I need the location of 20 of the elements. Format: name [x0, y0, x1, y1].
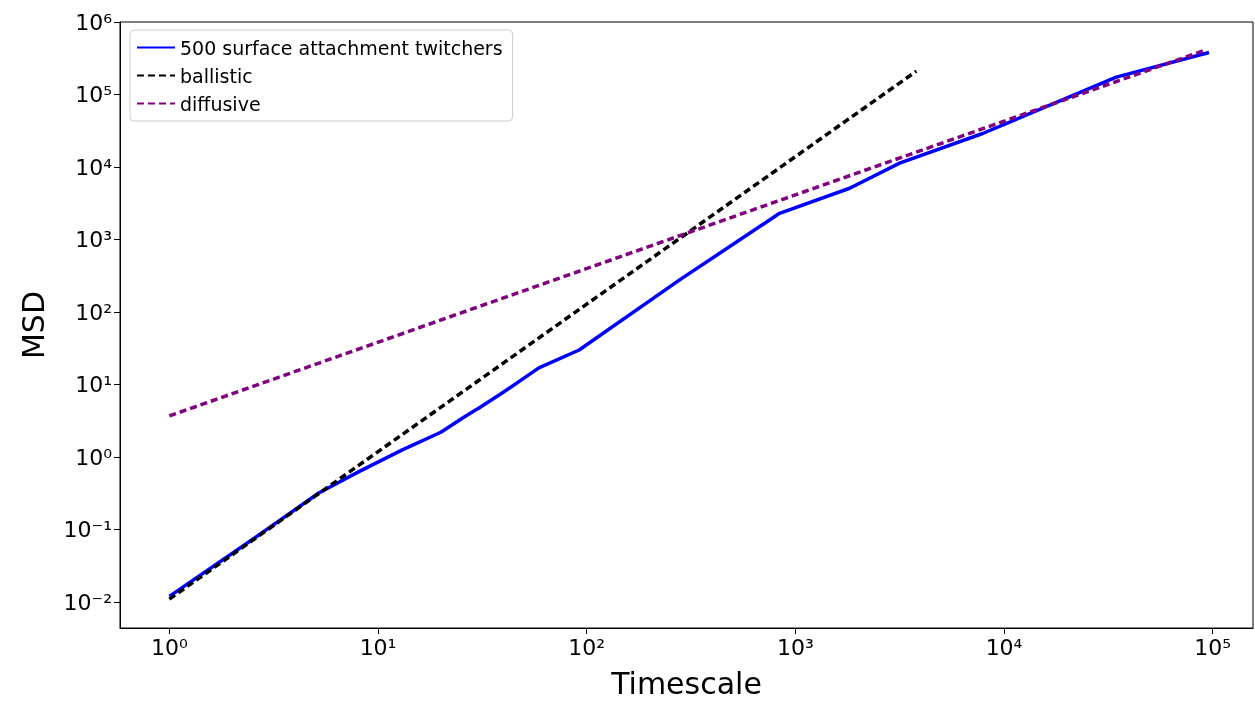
x-tick-label: 10⁰ [150, 634, 188, 660]
x-tick-label: 10⁵ [1194, 634, 1232, 660]
y-tick-label: 10¹ [75, 372, 112, 398]
x-tick-label: 10¹ [359, 634, 397, 660]
x-tick-label: 10⁴ [985, 634, 1023, 660]
y-tick-label: 10⁻² [63, 589, 112, 615]
x-tick-label: 10² [568, 634, 606, 660]
y-axis-title: MSD [15, 290, 51, 360]
legend-label: 500 surface attachment twitchers [180, 36, 503, 59]
y-tick-label: 10³ [75, 227, 112, 253]
x-tick-label: 10³ [776, 634, 814, 660]
y-tick-label: 10² [75, 299, 112, 325]
legend-label: ballistic [180, 64, 253, 87]
x-axis-title: Timescale [610, 665, 762, 701]
y-tick-label: 10⁴ [75, 154, 113, 180]
y-tick-label: 10⁰ [75, 444, 113, 470]
y-tick-label: 10⁵ [75, 82, 112, 108]
y-tick-label: 10⁻¹ [63, 517, 112, 543]
legend-label: diffusive [180, 92, 261, 115]
y-tick-label: 10⁶ [75, 9, 113, 35]
